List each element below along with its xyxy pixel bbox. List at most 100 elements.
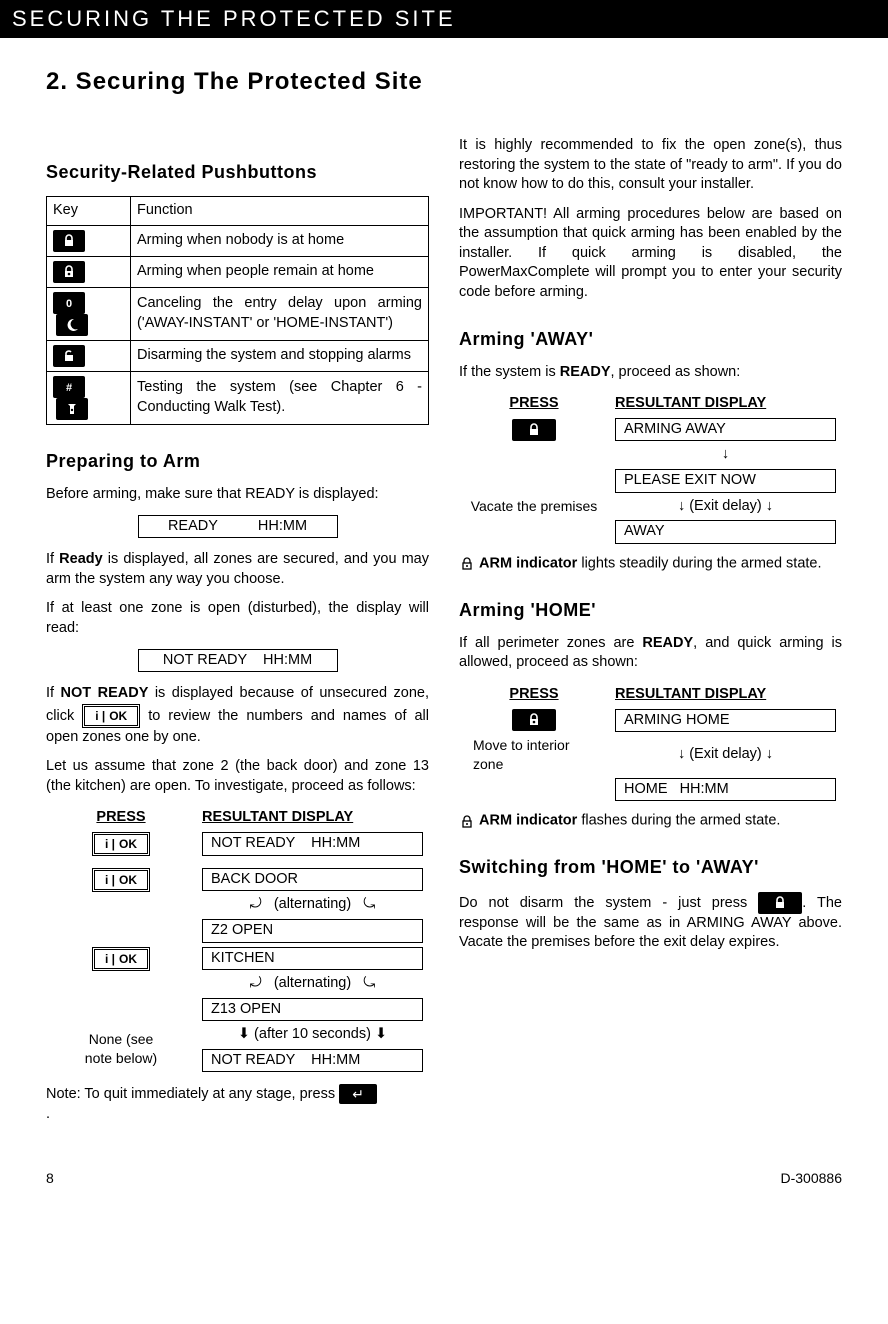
right-column: It is highly recommended to fix the open…	[459, 136, 842, 1134]
section-security-pushbuttons: Security-Related Pushbuttons	[46, 160, 429, 184]
lcd-display: KITCHEN	[202, 947, 423, 971]
down-arrow-icon: ⬇	[375, 1026, 387, 1042]
ok-button[interactable]: i | OK	[92, 832, 150, 856]
paragraph: If the system is READY, proceed as shown…	[459, 363, 842, 383]
svg-text:#: #	[66, 382, 72, 394]
left-column: Security-Related Pushbuttons Key Functio…	[46, 136, 429, 1134]
key-cell: #	[47, 371, 131, 424]
page-header-banner: SECURING THE PROTECTED SITE	[0, 0, 888, 38]
paragraph: If Ready is displayed, all zones are sec…	[46, 550, 429, 589]
ok-label: OK	[119, 872, 137, 888]
pushbutton-table: Key Function Arming when nobody is at ho…	[46, 196, 429, 425]
function-cell: Arming when nobody is at home	[131, 225, 429, 256]
proc-header-press: PRESS	[459, 683, 609, 707]
text-bold: NOT READY	[61, 685, 149, 701]
document-id: D-300886	[781, 1170, 843, 1186]
disarm-key-icon	[53, 345, 85, 367]
text: If all perimeter zones are	[459, 635, 642, 651]
alternating-indicator: ⤾ (alternating) ⤿	[196, 893, 429, 917]
text: If	[46, 685, 61, 701]
text: If the system is	[459, 364, 560, 380]
text-bold: READY	[560, 364, 611, 380]
paragraph: IMPORTANT! All arming procedures below a…	[459, 205, 842, 303]
table-row: 0 Canceling the entry delay upon arming …	[47, 287, 429, 340]
enter-button[interactable]: ↵	[339, 1084, 377, 1104]
lcd-display: Z2 OPEN	[202, 919, 423, 943]
away-key-icon	[53, 230, 85, 252]
ok-button[interactable]: i | OK	[92, 868, 150, 892]
vacate-text: Vacate the premises	[459, 495, 609, 519]
text: Note: To quit immediately at any stage, …	[46, 1086, 339, 1102]
function-cell: Disarming the system and stopping alarms	[131, 340, 429, 371]
lcd-display: HOME HH:MM	[615, 778, 836, 802]
ok-button[interactable]: i |OK	[92, 947, 150, 971]
svg-text:0: 0	[66, 298, 72, 310]
home-key-icon	[53, 261, 85, 283]
hash-key-icon: #	[53, 376, 85, 398]
table-row: Arming when people remain at home	[47, 256, 429, 287]
down-arrow-icon: ⬇	[238, 1026, 250, 1042]
text: .	[46, 1106, 50, 1122]
text-bold: Ready	[59, 551, 103, 567]
section-arming-away: Arming 'AWAY'	[459, 327, 842, 351]
lcd-display: ARMING HOME	[615, 709, 836, 733]
move-interior-text: Move to interior zone	[459, 734, 609, 776]
ok-label: OK	[119, 836, 137, 852]
curve-left-icon: ⤾	[250, 975, 262, 991]
procedure-table: PRESS RESULTANT DISPLAY i |OK NOT READY …	[46, 806, 429, 1074]
paragraph: ARM indicator lights steadily during the…	[459, 554, 842, 574]
away-key-icon[interactable]	[758, 892, 802, 914]
ok-button[interactable]: i | OK	[82, 704, 140, 728]
exit-delay-indicator: ↓ (Exit delay) ↓	[609, 495, 842, 519]
paragraph: Before arming, make sure that READY is d…	[46, 485, 429, 505]
text: (alternating)	[274, 896, 351, 912]
text: If	[46, 551, 59, 567]
ok-label: OK	[109, 708, 127, 724]
info-icon: i |	[95, 708, 105, 724]
proc-header-result: RESULTANT DISPLAY	[196, 806, 429, 830]
function-cell: Canceling the entry delay upon arming ('…	[131, 287, 429, 340]
text: (after 10 seconds)	[250, 1026, 375, 1042]
info-icon: i |	[105, 836, 115, 852]
lcd-display: READY HH:MM	[138, 515, 338, 539]
text: zone	[473, 756, 503, 772]
away-key-icon[interactable]	[512, 419, 556, 441]
function-cell: Testing the system (see Chapter 6 - Cond…	[131, 371, 429, 424]
curve-right-icon: ⤿	[363, 896, 375, 912]
home-procedure-table: PRESS RESULTANT DISPLAY ARMING HOME Move…	[459, 683, 842, 803]
wait-indicator: ⬇ (after 10 seconds) ⬇	[196, 1023, 429, 1047]
text: (alternating)	[274, 975, 351, 991]
page-container: SECURING THE PROTECTED SITE 2. Securing …	[0, 0, 888, 1206]
chapter-title: 2. Securing The Protected Site	[46, 68, 842, 96]
zero-key-icon: 0	[53, 292, 85, 314]
section-arming-home: Arming 'HOME'	[459, 598, 842, 622]
lock-indicator-icon	[459, 554, 475, 573]
alternating-indicator: ⤾ (alternating) ⤿	[196, 972, 429, 996]
curve-left-icon: ⤾	[250, 896, 262, 912]
flashlight-key-icon	[56, 398, 88, 420]
key-cell: 0	[47, 287, 131, 340]
info-icon: i |	[105, 872, 115, 888]
text: Move to interior	[473, 737, 569, 753]
lcd-display: NOT READY HH:MM	[138, 649, 338, 673]
page-number: 8	[46, 1170, 54, 1186]
down-arrow: ↓	[609, 443, 842, 467]
home-key-icon[interactable]	[512, 709, 556, 731]
paragraph: Do not disarm the system - just press . …	[459, 892, 842, 953]
exit-delay-indicator: ↓ (Exit delay) ↓	[609, 734, 842, 776]
info-icon: i |	[105, 951, 115, 967]
paragraph: It is highly recommended to fix the open…	[459, 136, 842, 195]
text: None (see	[89, 1031, 154, 1047]
paragraph: ARM indicator flashes during the armed s…	[459, 811, 842, 831]
table-header-key: Key	[47, 197, 131, 226]
proc-header-result: RESULTANT DISPLAY	[609, 683, 842, 707]
text: note below)	[85, 1050, 157, 1066]
table-row: Key Function	[47, 197, 429, 226]
paragraph: Note: To quit immediately at any stage, …	[46, 1084, 429, 1124]
table-row: # Testing the system (see Chapter 6 - Co…	[47, 371, 429, 424]
paragraph: Let us assume that zone 2 (the back door…	[46, 757, 429, 796]
page-footer: 8 D-300886	[46, 1170, 842, 1186]
section-preparing-to-arm: Preparing to Arm	[46, 449, 429, 473]
key-cell	[47, 225, 131, 256]
paragraph: If at least one zone is open (disturbed)…	[46, 599, 429, 638]
